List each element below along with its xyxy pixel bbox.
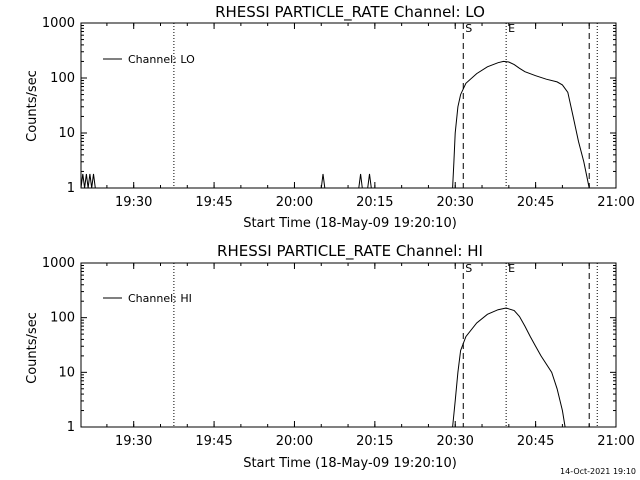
x-tick-label: 19:30 <box>115 195 152 210</box>
event-marker-label: S <box>465 22 472 35</box>
axes-frame <box>80 22 617 189</box>
series-line <box>80 60 590 189</box>
x-tick-label: 20:15 <box>356 195 393 210</box>
y-tick-label: 10 <box>58 365 75 380</box>
y-tick-label: 1000 <box>42 256 75 271</box>
y-tick-label: 10 <box>58 126 75 141</box>
x-tick-label: 21:00 <box>597 195 634 210</box>
x-tick-label: 19:45 <box>195 195 232 210</box>
chart-title: RHESSI PARTICLE_RATE Channel: LO <box>215 3 485 22</box>
y-axis-label: Counts/sec <box>25 312 40 384</box>
x-tick-label: 20:30 <box>436 195 473 210</box>
y-tick-label: 1 <box>67 181 75 196</box>
x-tick-label: 20:45 <box>517 195 554 210</box>
legend-label: Channel: LO <box>128 53 195 66</box>
y-tick-label: 1000 <box>42 16 75 31</box>
x-tick-label: 20:15 <box>356 434 393 449</box>
legend-label: Channel: HI <box>128 292 192 305</box>
x-axis-label: Start Time (18-May-09 19:20:10) <box>243 216 457 231</box>
timestamp: 14-Oct-2021 19:10 <box>560 467 636 476</box>
y-tick-label: 100 <box>50 311 75 326</box>
panel-hi: RHESSI PARTICLE_RATE Channel: HI Start T… <box>25 242 635 471</box>
x-tick-label: 20:00 <box>276 195 313 210</box>
panel-lo: RHESSI PARTICLE_RATE Channel: LO Start T… <box>25 3 635 231</box>
x-tick-label: 19:45 <box>195 434 232 449</box>
plot-area: 19:30 19:45 20:00 20:15 20:30 20:45 21:00 1 10 10… <box>42 16 635 210</box>
series-line <box>452 307 566 428</box>
y-tick-label: 1 <box>67 420 75 435</box>
y-axis-label: Counts/sec <box>25 70 40 142</box>
y-tick-label: 100 <box>50 71 75 86</box>
x-tick-label: 21:00 <box>597 434 634 449</box>
x-axis-label: Start Time (18-May-09 19:20:10) <box>243 456 457 471</box>
axes-frame <box>80 262 617 428</box>
x-tick-label: 20:30 <box>436 434 473 449</box>
event-marker-label: E <box>508 22 515 35</box>
chart-title: RHESSI PARTICLE_RATE Channel: HI <box>217 242 483 261</box>
event-marker-label: S <box>465 262 472 275</box>
x-tick-label: 19:30 <box>115 434 152 449</box>
event-marker-label: E <box>508 262 515 275</box>
plot-area: 19:30 19:45 20:00 20:15 20:30 20:45 21:00 1 10 10… <box>42 256 635 449</box>
x-tick-label: 20:00 <box>276 434 313 449</box>
x-tick-label: 20:45 <box>517 434 554 449</box>
